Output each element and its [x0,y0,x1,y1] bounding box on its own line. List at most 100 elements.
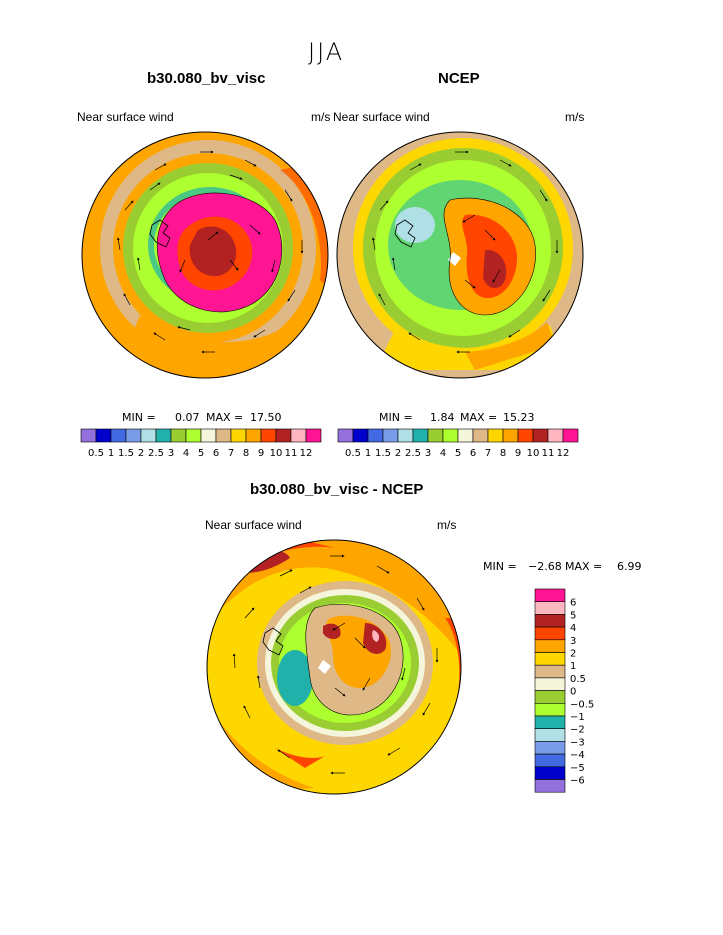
colorbar-swatch [275,428,292,443]
diff-fill-outer [275,748,325,768]
colorbar-swatch [534,690,566,704]
max-label-obs: MAX = [460,411,498,424]
colorbar-swatch [534,779,566,793]
colorbar-swatch [534,614,566,628]
colorbar-swatch [534,766,566,780]
colorbar-tick-label: 1.5 [375,448,391,459]
speed-fill-band [395,207,435,243]
max-label-diff: MAX = [565,560,603,573]
colorbar-swatch [155,428,172,443]
colorbar-swatch [185,428,202,443]
wind-vectors [116,150,304,354]
colorbar-tick-label: −4 [570,750,585,761]
colorbar-tick-label: 4 [570,623,576,634]
colorbar-swatch [534,664,566,679]
colorbar-swatch [534,588,566,602]
colorbar-swatch [230,428,247,443]
wind-vectors [232,554,439,775]
max-value-model: 17.50 [250,411,282,424]
colorbar-swatch [534,652,566,666]
colorbar-tick-label: 2 [570,649,576,660]
colorbar-tick-label: 5 [198,448,204,459]
colorbar-tick-label: 0 [570,687,576,698]
colorbar-tick-label: 7 [228,448,234,459]
map-border [206,539,462,795]
min-label-diff: MIN = [483,560,517,573]
colorbar-swatch [532,428,549,443]
colorbar-tick-label: −1 [570,712,585,723]
colorbar-tick-label: 3 [168,448,174,459]
colorbar-tick-label: 8 [243,448,249,459]
colorbar-tick-label: 9 [258,448,264,459]
colorbar-swatch [337,428,354,443]
coastline [394,219,416,248]
panel-title-model: b30.080_bv_visc [147,70,266,87]
colorbar-swatch [534,703,566,717]
colorbar-swatch [442,428,459,443]
wind-vectors [371,150,559,354]
colorbar-tick-label: 3 [425,448,431,459]
colorbar-tick-label: 5 [570,610,576,621]
colorbar-swatch [245,428,262,443]
coastline [149,219,171,248]
colorbar-swatch [534,677,566,691]
speed-fill-core [448,252,461,266]
colorbar-tick-label: −3 [570,737,585,748]
map-diff [206,539,462,795]
panel-label-diff: Near surface wind [205,518,302,532]
diff-fill-core [318,660,331,674]
panel-units-model: m/s [311,110,331,124]
colorbar-swatch [412,428,429,443]
colorbar-obs: 0.5 1 1.5 2 2.5 3 4 5 6 7 8 9 10 11 12 [337,428,579,459]
colorbar-tick-label: 2 [138,448,144,459]
colorbar-tick-label: 9 [515,448,521,459]
coastline [262,627,284,656]
colorbar-swatch [427,428,444,443]
map-model [81,131,329,379]
colorbar-swatch [125,428,142,443]
colorbar-tick-label: 1 [570,661,576,672]
speed-fill-outer [120,315,310,365]
speed-fill-core [483,249,507,289]
colorbar-tick-label: 3 [570,636,576,647]
colorbar-tick-label: 2 [395,448,401,459]
colorbar-tick-label: 0.5 [345,448,361,459]
max-value-obs: 15.23 [503,411,535,424]
colorbar-tick-label: −0.5 [570,699,594,710]
min-value-obs: 1.84 [430,411,455,424]
panel-title-diff: b30.080_bv_visc - NCEP [250,481,424,498]
colorbar-swatch [472,428,489,443]
colorbar-swatch [534,626,566,641]
colorbar-swatch [305,428,322,443]
colorbar-swatch [534,741,566,755]
panel-label-model: Near surface wind [77,110,174,124]
coastline [305,603,404,716]
colorbar-tick-label: 4 [183,448,189,459]
colorbar-swatch [352,428,369,443]
colorbar-tick-label: 6 [570,598,576,609]
colorbar-swatch [367,428,384,443]
colorbar-swatch [534,601,566,615]
min-value-diff: −2.68 [528,560,562,573]
speed-fill-core [189,226,237,277]
coastline [443,197,536,316]
colorbar-swatch [547,428,564,443]
speed-fill-outer [465,322,555,370]
colorbar-tick-label: 0.5 [570,674,586,685]
max-value-diff: 6.99 [617,560,642,573]
colorbar-tick-label: 7 [485,448,491,459]
colorbar-swatch [170,428,187,443]
max-label-model: MAX = [206,411,244,424]
colorbar-tick-label: 1.5 [118,448,134,459]
colorbar-tick-label: 0.5 [88,448,104,459]
diff-fill-core [323,623,341,640]
diff-fill-core [372,630,380,642]
colorbar-model: 0.5 1 1.5 2 2.5 3 4 5 6 7 8 9 10 11 12 [80,428,322,459]
colorbar-tick-label: 1 [108,448,114,459]
map-border [81,131,329,379]
colorbar-swatch [534,728,566,742]
colorbar-swatch [534,639,566,653]
colorbar-swatch [457,428,474,443]
colorbar-swatch [502,428,519,443]
